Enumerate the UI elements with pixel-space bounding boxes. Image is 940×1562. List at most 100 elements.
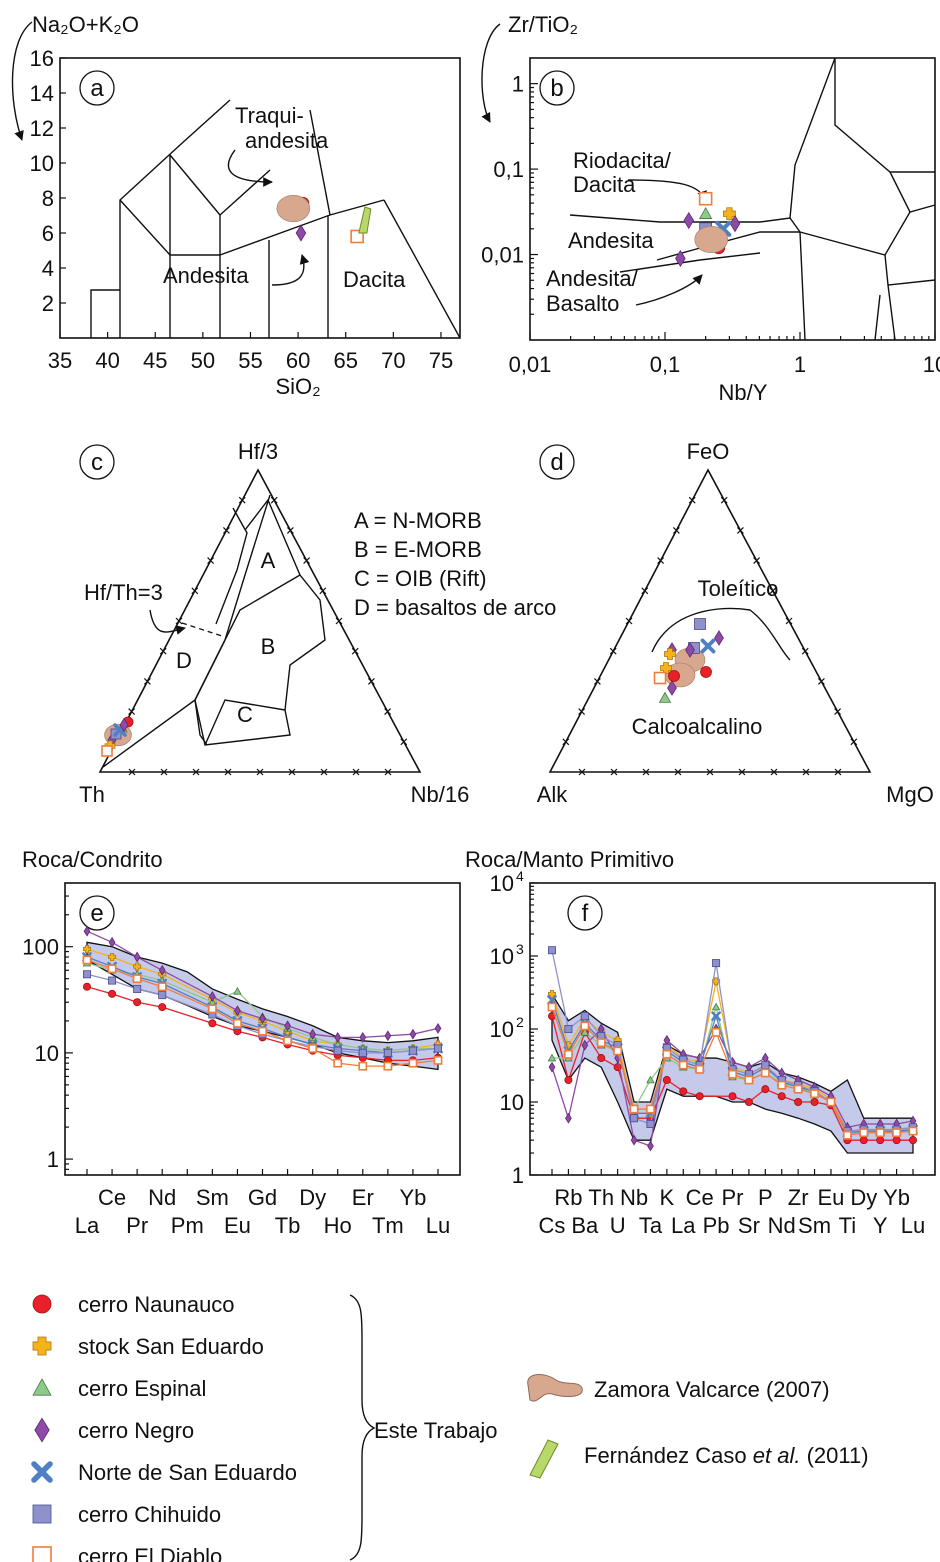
data-point (668, 670, 680, 682)
data-point (694, 225, 729, 253)
series-point (309, 1028, 316, 1040)
ternary-tick (352, 768, 360, 776)
x-tick-label: 0,01 (509, 352, 552, 377)
series-point (233, 1018, 242, 1028)
ternary-tick (335, 617, 343, 625)
series-point (580, 1021, 590, 1031)
series-point (842, 1130, 852, 1140)
panel-f-letter-circle (567, 895, 603, 931)
series-point (408, 1058, 418, 1068)
x-icon (31, 1461, 53, 1483)
panel-f-title: Roca/Manto Primitivo (465, 847, 674, 872)
series-point (695, 1064, 705, 1074)
x-category-label: Pb (703, 1213, 730, 1238)
ternary-tick (672, 526, 680, 534)
panel-f-letter: f (582, 900, 589, 927)
x-category-label: Cs (539, 1213, 566, 1238)
ternary-tick (610, 768, 618, 776)
data-point (667, 680, 677, 696)
legend-brace (349, 1294, 376, 1561)
panel-c-legend-d: D = basaltos de arco (354, 595, 556, 620)
panel-c-data-points (101, 716, 134, 757)
series-point (308, 1044, 318, 1053)
series-point (133, 984, 142, 993)
legend-item-label: cerro Chihuido (78, 1502, 221, 1527)
series-point (728, 1092, 737, 1101)
panel-c-letter-circle (79, 444, 115, 480)
series-point (859, 1136, 868, 1145)
ternary-tick (207, 557, 215, 565)
panel-a-andesita-arrow (271, 254, 310, 286)
series-point (83, 982, 92, 991)
series-point (892, 1128, 901, 1138)
panel-e-series (82, 925, 443, 1071)
x-category-label: Ho (324, 1213, 352, 1238)
x-category-label: Y (873, 1213, 888, 1238)
ternary-tick (834, 708, 842, 716)
ternary-tick (593, 677, 601, 685)
y-tick-label: 6 (42, 221, 54, 246)
panel-b-label-andesita: Andesita (568, 228, 654, 253)
series-point (259, 1013, 266, 1025)
series-point (875, 1128, 885, 1138)
y-tick-label: 2 (42, 291, 54, 316)
panel-b-letter-circle (539, 70, 575, 106)
data-point (694, 618, 706, 630)
x-category-label: Th (588, 1185, 614, 1210)
series-point (132, 974, 142, 984)
x-category-label: Yb (399, 1185, 426, 1210)
series-point (630, 1134, 638, 1146)
data-point (675, 249, 686, 268)
triangle-icon (32, 1378, 52, 1396)
series-point (284, 1020, 291, 1032)
y-tick-label: 4 (42, 256, 54, 281)
panel-a-letter-circle (79, 70, 115, 106)
data-point (119, 717, 129, 733)
panel-c-label-A: A (261, 548, 276, 573)
ternary-tick (802, 768, 810, 776)
panel-e-y-ticks: 100 10 1 (22, 895, 73, 1172)
y-tick-label: 0,1 (493, 157, 524, 182)
series-point (209, 991, 216, 1002)
ternary-tick (753, 557, 761, 565)
legend-item-label: cerro El Diablo (78, 1544, 222, 1562)
series-line (86, 986, 439, 1062)
x-category-label: Eu (817, 1185, 844, 1210)
panel-d-letter-circle (539, 444, 575, 480)
x-category-label: Sm (798, 1213, 831, 1238)
panel-b-y-arrow (481, 23, 501, 123)
x-category-label: K (660, 1185, 675, 1210)
panel-a-label-andesita: Andesita (163, 263, 249, 288)
panel-a-x-ticks: 35 40 45 50 55 60 65 70 75 SiO₂ (48, 332, 453, 399)
panel-d-label-calcoalcalino: Calcoalcalino (632, 714, 763, 739)
series-point (207, 1004, 217, 1014)
x-category-label: Ba (571, 1213, 599, 1238)
series-point (157, 982, 167, 992)
data-point (276, 195, 311, 223)
ternary-tick (736, 526, 744, 534)
series-point (384, 1030, 392, 1042)
y-tick-label: 10 (490, 944, 514, 969)
panel-c: c Hf/3 Th Nb/16 A B C D Hf/Th=3 A = N-MO… (79, 439, 556, 807)
x-category-label: Tm (372, 1213, 404, 1238)
series-line (86, 930, 439, 1039)
x-tick-label: 0,1 (650, 352, 681, 377)
panel-a-y-arrow (11, 21, 33, 141)
data-point (653, 671, 667, 685)
panel-a-x-axis-label: SiO₂ (275, 374, 320, 399)
ternary-tick (674, 768, 682, 776)
data-point (658, 691, 672, 703)
panel-c-apex-left: Th (79, 782, 105, 807)
ternary-tick (351, 647, 359, 655)
series-point (547, 1053, 557, 1062)
legend-item-label: cerro Espinal (78, 1376, 206, 1401)
legend-item-label: cerro Negro (78, 1418, 194, 1443)
series-line (551, 1015, 913, 1141)
ternary-tick (817, 677, 825, 685)
panel-a-label-traqui2: andesita (245, 128, 329, 153)
series-point (258, 1026, 267, 1036)
legend-ref-fernandez: Fernández Caso et al. (2011) (584, 1443, 869, 1468)
